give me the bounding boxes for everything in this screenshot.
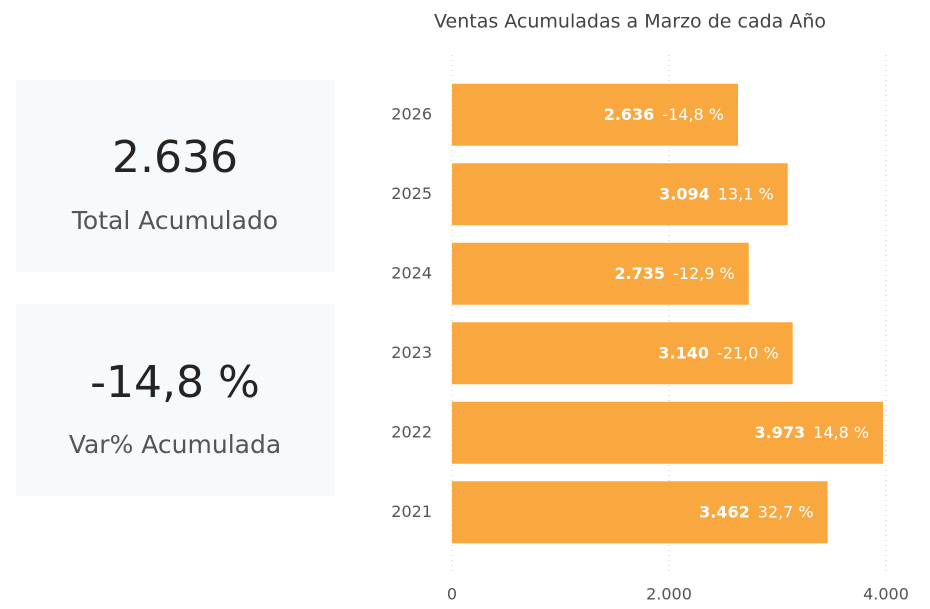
kpi-value: 2.636: [112, 132, 238, 183]
y-tick-label: 2026: [391, 104, 432, 123]
bar: [452, 83, 739, 146]
bar: [452, 242, 749, 305]
value-label: 2.636: [604, 104, 655, 123]
y-tick-label: 2021: [391, 502, 432, 521]
y-tick-label: 2025: [391, 184, 432, 203]
x-tick-label: 0: [447, 585, 457, 604]
chart-title: Ventas Acumuladas a Marzo de cada Año: [434, 11, 826, 33]
bar: [452, 481, 828, 544]
x-tick-label: 2.000: [646, 585, 692, 604]
data-label: 2.735 -12,9 %: [614, 263, 734, 282]
change-label: 13,1 %: [718, 184, 774, 203]
change-label: -21,0 %: [717, 343, 779, 362]
kpi-label: Total Acumulado: [71, 206, 278, 235]
data-label: 3.462 32,7 %: [699, 502, 814, 521]
kpi-label: Var% Acumulada: [69, 430, 281, 459]
x-tick-label: 4.000: [863, 585, 909, 604]
y-tick-label: 2024: [391, 263, 432, 282]
data-label: 3.140 -21,0 %: [658, 343, 778, 362]
y-tick-label: 2023: [391, 343, 432, 362]
data-label: 3.094 13,1 %: [659, 184, 774, 203]
value-label: 3.462: [699, 502, 750, 521]
kpi-value: -14,8 %: [90, 357, 260, 408]
bar: [452, 163, 788, 226]
y-tick-label: 2022: [391, 422, 432, 441]
kpi-card: [16, 304, 335, 496]
change-label: 32,7 %: [758, 502, 814, 521]
value-label: 3.140: [658, 343, 709, 362]
change-label: 14,8 %: [813, 422, 869, 441]
value-label: 2.735: [614, 263, 665, 282]
value-label: 3.094: [659, 184, 710, 203]
kpi-card: [16, 80, 335, 272]
value-label: 3.973: [755, 422, 806, 441]
change-label: -12,9 %: [673, 263, 735, 282]
change-label: -14,8 %: [662, 104, 724, 123]
data-label: 2.636 -14,8 %: [604, 104, 724, 123]
data-label: 3.973 14,8 %: [755, 422, 870, 441]
bar: [452, 322, 793, 385]
bar: [452, 401, 884, 464]
